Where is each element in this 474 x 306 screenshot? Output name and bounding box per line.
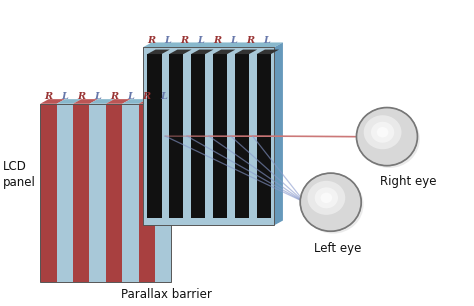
Polygon shape <box>56 99 82 104</box>
Polygon shape <box>143 43 283 47</box>
Text: R: R <box>246 36 254 45</box>
Polygon shape <box>169 50 191 54</box>
Polygon shape <box>169 54 183 218</box>
Polygon shape <box>155 104 172 282</box>
Ellipse shape <box>371 122 394 143</box>
Polygon shape <box>122 104 138 282</box>
Polygon shape <box>138 99 164 104</box>
Ellipse shape <box>308 181 345 215</box>
Text: R: R <box>180 36 188 45</box>
Ellipse shape <box>300 173 361 231</box>
Text: L: L <box>230 36 237 45</box>
Polygon shape <box>138 104 155 282</box>
Text: R: R <box>143 92 151 102</box>
Polygon shape <box>56 104 73 282</box>
Polygon shape <box>143 47 274 225</box>
Text: L: L <box>160 92 167 102</box>
Text: Left eye: Left eye <box>314 242 362 255</box>
Ellipse shape <box>364 115 401 149</box>
Polygon shape <box>257 54 271 218</box>
Polygon shape <box>235 54 249 218</box>
Polygon shape <box>106 99 131 104</box>
Polygon shape <box>147 54 162 218</box>
Polygon shape <box>73 99 98 104</box>
Polygon shape <box>122 99 147 104</box>
Text: R: R <box>110 92 118 102</box>
Ellipse shape <box>315 187 338 208</box>
Polygon shape <box>90 104 106 282</box>
Polygon shape <box>257 50 279 54</box>
Ellipse shape <box>359 110 420 168</box>
Ellipse shape <box>320 192 332 203</box>
Polygon shape <box>40 104 56 282</box>
Ellipse shape <box>356 107 418 166</box>
Text: Parallax barrier: Parallax barrier <box>121 288 212 300</box>
Text: L: L <box>61 92 68 102</box>
Polygon shape <box>274 43 283 225</box>
Polygon shape <box>235 50 257 54</box>
Text: L: L <box>197 36 204 45</box>
Polygon shape <box>213 54 227 218</box>
Text: Right eye: Right eye <box>380 175 436 188</box>
Text: L: L <box>127 92 134 102</box>
Text: L: L <box>94 92 101 102</box>
Text: R: R <box>77 92 85 102</box>
Polygon shape <box>40 99 65 104</box>
Text: L: L <box>263 36 270 45</box>
Polygon shape <box>90 99 114 104</box>
Text: R: R <box>147 36 155 45</box>
Polygon shape <box>73 104 90 282</box>
Text: R: R <box>44 92 53 102</box>
Text: LCD
panel: LCD panel <box>3 160 36 188</box>
Text: R: R <box>213 36 221 45</box>
Ellipse shape <box>302 176 364 233</box>
Text: L: L <box>164 36 171 45</box>
Polygon shape <box>106 104 122 282</box>
Polygon shape <box>213 50 236 54</box>
Polygon shape <box>191 54 205 218</box>
Polygon shape <box>147 50 170 54</box>
Ellipse shape <box>377 127 388 137</box>
Polygon shape <box>191 50 213 54</box>
Polygon shape <box>155 99 180 104</box>
